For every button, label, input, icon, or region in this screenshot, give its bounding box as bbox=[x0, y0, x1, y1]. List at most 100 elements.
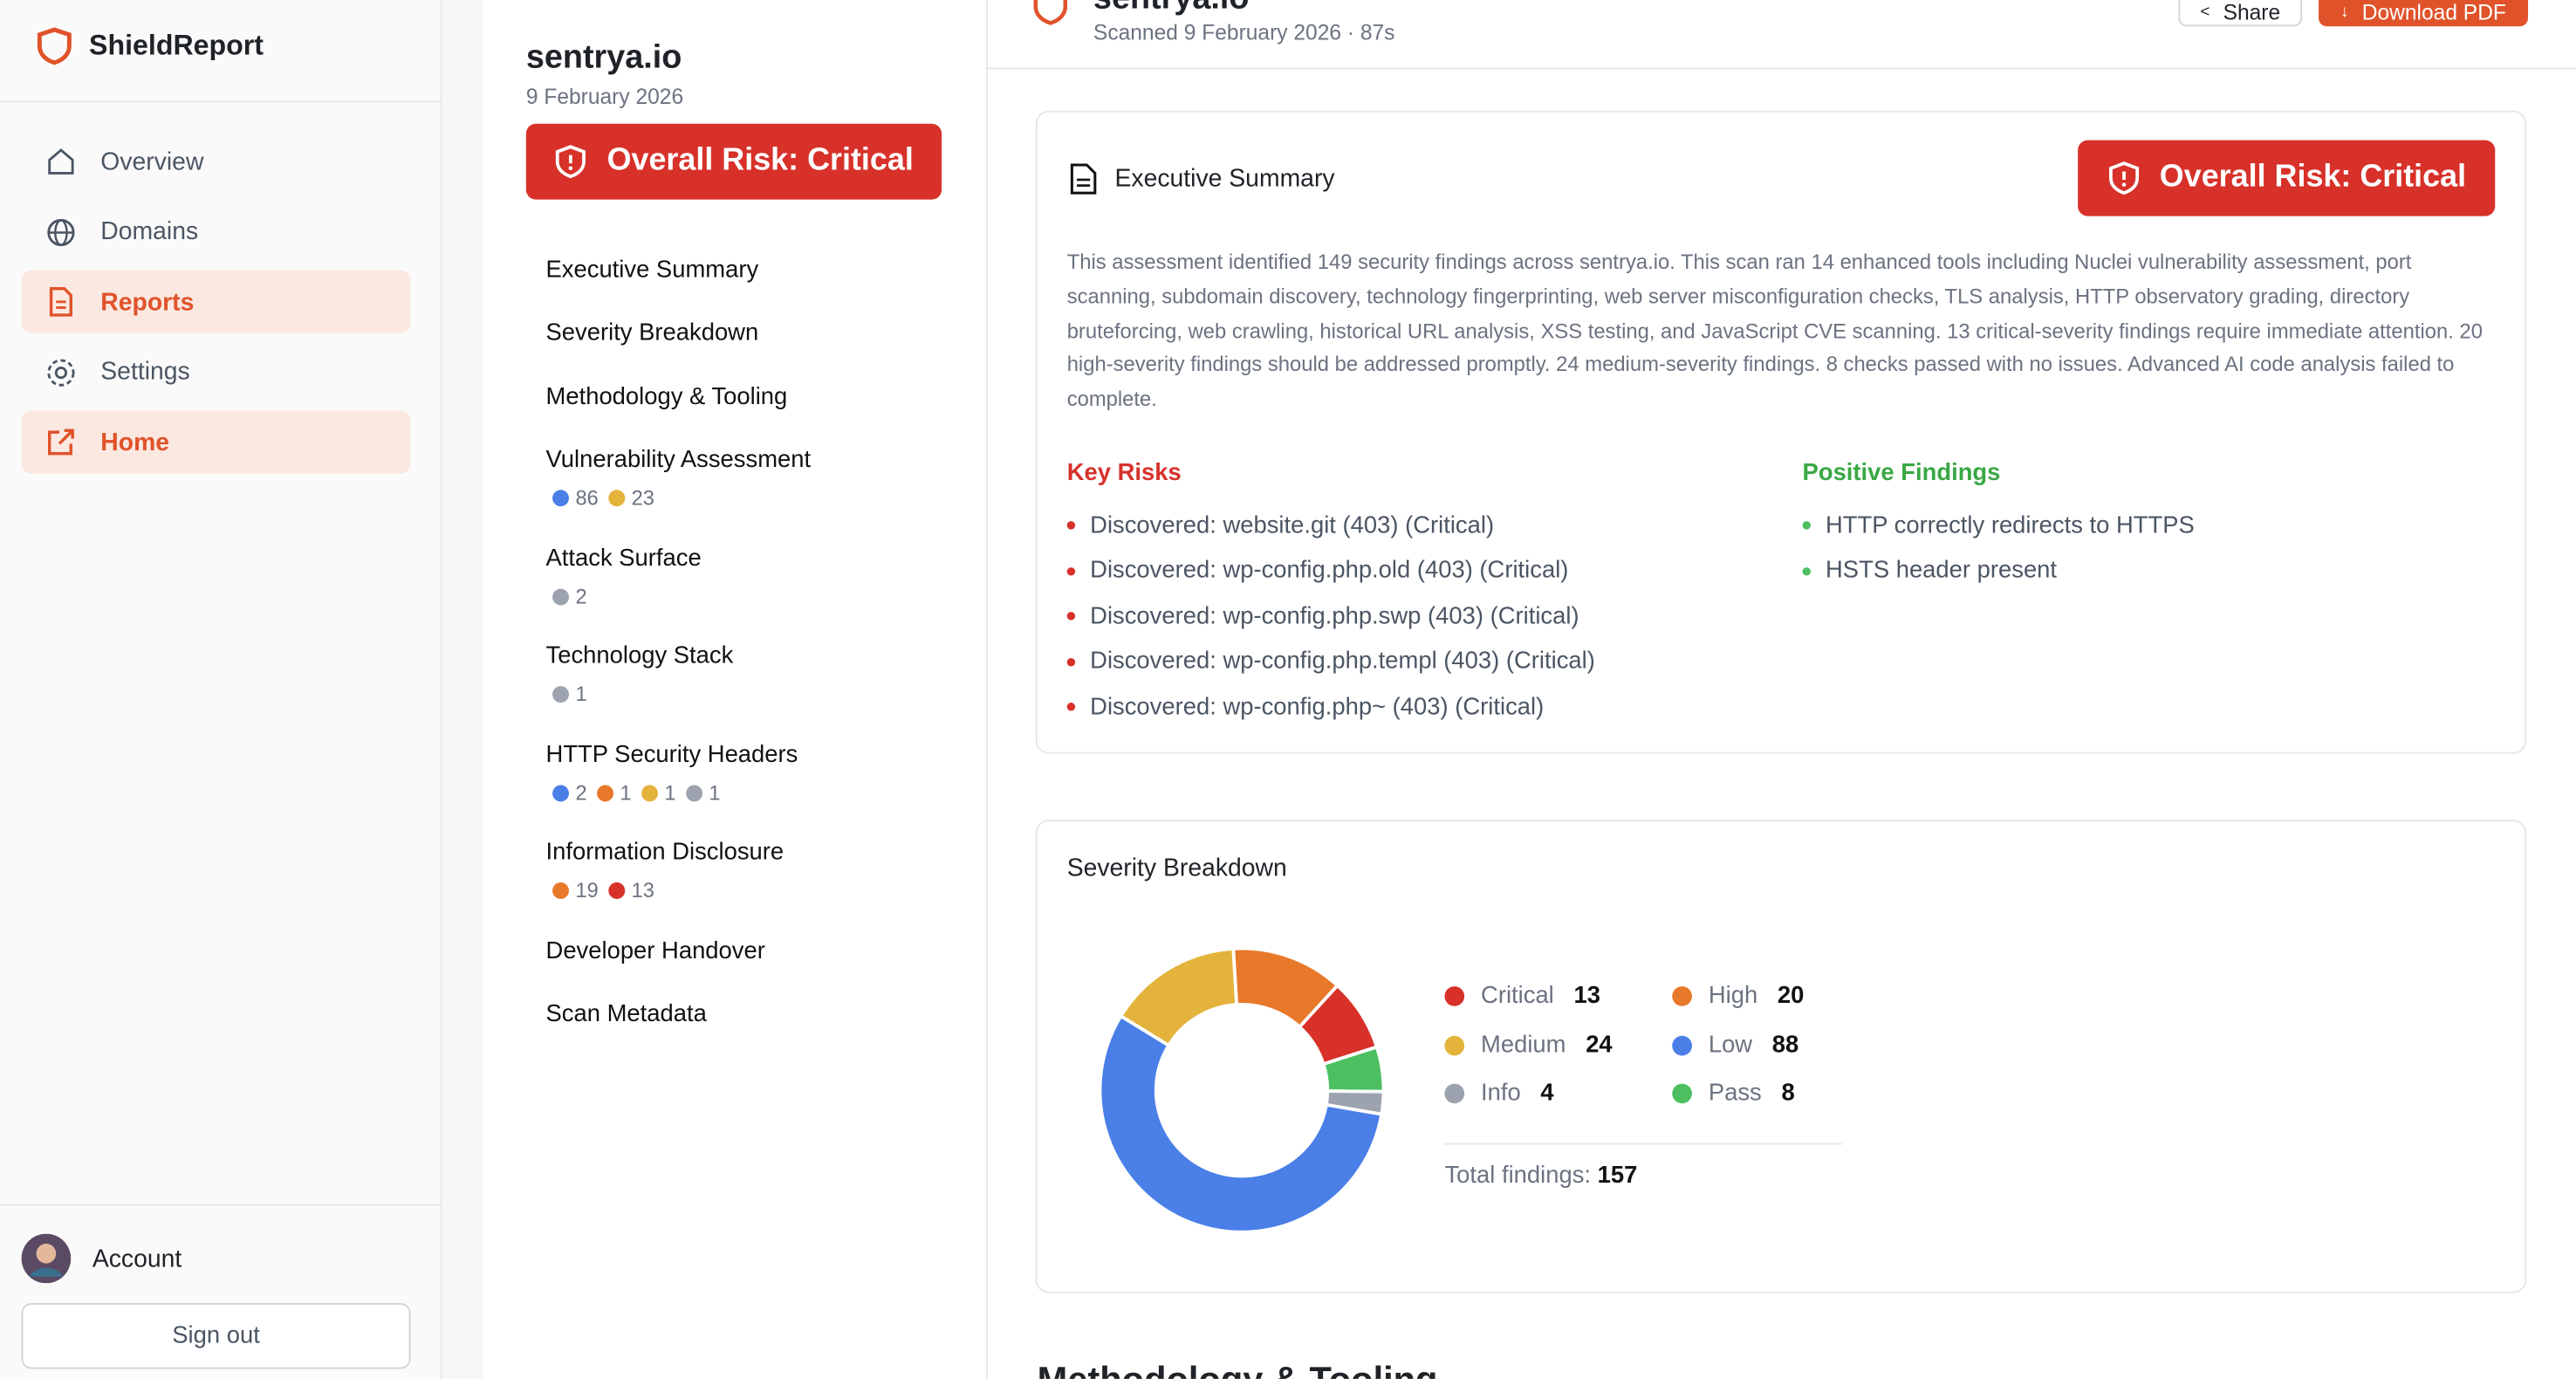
section-link[interactable]: Methodology & Tooling bbox=[546, 384, 788, 410]
section-label: Scan Metadata bbox=[545, 1001, 707, 1028]
count: 1 bbox=[685, 781, 720, 805]
legend-item: Low 88 bbox=[1672, 1032, 1799, 1059]
sign-out-button[interactable]: Sign out bbox=[21, 1302, 411, 1369]
count-dot bbox=[685, 784, 702, 801]
section-link[interactable]: Developer Handover bbox=[546, 938, 765, 964]
count-dot bbox=[641, 784, 658, 801]
key-risks-title: Key Risks bbox=[1066, 460, 1182, 487]
section-link[interactable]: Information Disclosure 19 13 bbox=[546, 840, 784, 902]
legend-dot bbox=[1672, 1084, 1692, 1105]
legend-value: 20 bbox=[1777, 983, 1805, 1010]
share-icon: < bbox=[2200, 2, 2210, 21]
list-item: Discovered: wp-config.php.old (403) (Cri… bbox=[1066, 548, 1595, 593]
nav-label: Reports bbox=[100, 287, 195, 316]
download-button[interactable]: ↓ Download PDF bbox=[2319, 0, 2529, 27]
list-text: Discovered: website.git (403) (Critical) bbox=[1090, 512, 1495, 539]
count-dot bbox=[608, 490, 626, 506]
logo bbox=[37, 27, 72, 65]
bullet bbox=[1066, 657, 1076, 667]
header-subtitle: Scanned 9 February 2026 · 87s bbox=[1093, 19, 1395, 45]
section-link[interactable]: HTTP Security Headers 2 1 1 1 bbox=[546, 742, 798, 805]
count-value: 1 bbox=[664, 781, 676, 805]
download-label: Download PDF bbox=[2361, 0, 2506, 24]
count: 23 bbox=[608, 486, 654, 510]
list-text: HTTP correctly redirects to HTTPS bbox=[1826, 512, 2195, 539]
legend-item: High 20 bbox=[1672, 983, 1805, 1010]
shield-icon bbox=[2108, 161, 2139, 196]
bullet bbox=[1066, 612, 1076, 621]
download-icon: ↓ bbox=[2340, 2, 2349, 21]
nav-item[interactable]: Home bbox=[21, 410, 411, 474]
count: 86 bbox=[552, 486, 599, 510]
nav-item[interactable]: Settings bbox=[22, 340, 411, 403]
section-link[interactable]: Severity Breakdown bbox=[546, 320, 759, 346]
section-counts: 1 bbox=[552, 683, 733, 706]
legend-name: Info bbox=[1481, 1081, 1521, 1108]
legend-name: Pass bbox=[1708, 1081, 1762, 1108]
section-link[interactable]: Attack Surface 2 bbox=[546, 545, 702, 608]
legend-dot bbox=[1444, 1084, 1465, 1105]
count: 2 bbox=[552, 781, 587, 805]
list-text: Discovered: wp-config.php.swp (403) (Cri… bbox=[1090, 603, 1579, 630]
count-value: 1 bbox=[575, 683, 587, 707]
legend-dot bbox=[1672, 1035, 1692, 1055]
section-link[interactable]: Executive Summary bbox=[546, 257, 759, 284]
count: 1 bbox=[597, 781, 632, 805]
section-label: Severity Breakdown bbox=[545, 320, 759, 347]
card-title: Executive Summary bbox=[1114, 164, 1335, 194]
nav-item[interactable]: Reports bbox=[21, 270, 411, 333]
legend-dot bbox=[1444, 1035, 1465, 1055]
section-counts: 86 23 bbox=[552, 486, 811, 510]
nav-item[interactable]: Overview bbox=[22, 130, 411, 193]
legend-value: 24 bbox=[1586, 1032, 1613, 1059]
legend-item: Critical 13 bbox=[1444, 983, 1600, 1010]
section-label: Executive Summary bbox=[545, 257, 759, 285]
count-value: 1 bbox=[620, 781, 632, 805]
list-item: HTTP correctly redirects to HTTPS bbox=[1802, 503, 2195, 548]
divider bbox=[0, 100, 441, 103]
list-text: Discovered: wp-config.php~ (403) (Critic… bbox=[1090, 694, 1545, 721]
legend-value: 88 bbox=[1771, 1032, 1799, 1059]
summary-card: Executive Summary Overall Risk: Critical… bbox=[1035, 110, 2527, 754]
total: Total findings: 157 bbox=[1444, 1163, 1637, 1189]
count-value: 86 bbox=[575, 486, 599, 510]
divider bbox=[1444, 1142, 1842, 1145]
legend-name: Critical bbox=[1481, 983, 1554, 1010]
list-item: Discovered: wp-config.php~ (403) (Critic… bbox=[1066, 684, 1595, 730]
donut-chart bbox=[1098, 946, 1386, 1234]
card-title: Severity Breakdown bbox=[1066, 854, 1287, 883]
list-item: HSTS header present bbox=[1802, 548, 2195, 593]
legend-item: Info 4 bbox=[1444, 1081, 1554, 1108]
section-label: Attack Surface bbox=[545, 545, 702, 572]
section-link[interactable]: Scan Metadata bbox=[546, 1001, 707, 1027]
legend-name: High bbox=[1708, 983, 1758, 1010]
brand-name: ShieldReport bbox=[89, 30, 264, 61]
avatar bbox=[21, 1233, 72, 1284]
legend-dot bbox=[1672, 986, 1692, 1006]
section-label: Information Disclosure bbox=[545, 840, 784, 867]
count-dot bbox=[597, 784, 613, 801]
nav-label: Home bbox=[100, 428, 170, 456]
sidebar: ShieldReport Overview Domains Reports Setti… bbox=[0, 0, 442, 1379]
count: 19 bbox=[552, 880, 599, 902]
donut-segment bbox=[1118, 946, 1239, 1048]
count-dot bbox=[552, 882, 569, 900]
nav-item[interactable]: Domains bbox=[22, 201, 411, 264]
nav-icon bbox=[47, 217, 75, 246]
list-item: Discovered: wp-config.php.swp (403) (Cri… bbox=[1066, 593, 1595, 639]
section-label: Vulnerability Assessment bbox=[545, 446, 812, 474]
section-link[interactable]: Technology Stack 1 bbox=[546, 643, 734, 706]
header-title: sentrya.io bbox=[1093, 0, 1250, 18]
count-dot bbox=[552, 587, 569, 605]
share-button[interactable]: < Share bbox=[2178, 0, 2303, 27]
section-link[interactable]: Vulnerability Assessment 86 23 bbox=[546, 447, 812, 510]
count-value: 2 bbox=[575, 584, 587, 608]
count-dot bbox=[552, 784, 569, 801]
list-text: HSTS header present bbox=[1826, 558, 2058, 585]
count-dot bbox=[552, 686, 569, 703]
account[interactable]: Account bbox=[21, 1233, 182, 1284]
list-item: Discovered: website.git (403) (Critical) bbox=[1066, 503, 1595, 548]
